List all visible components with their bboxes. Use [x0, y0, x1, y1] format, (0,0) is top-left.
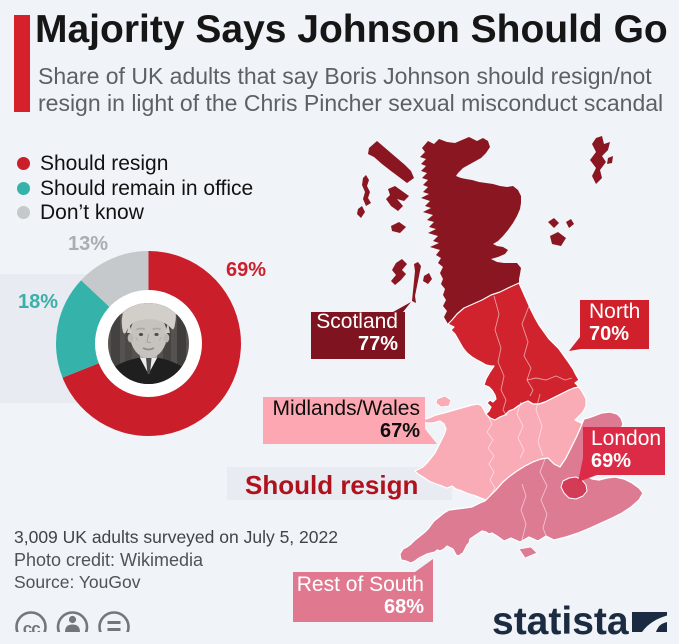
svg-text:cc: cc — [23, 619, 40, 632]
